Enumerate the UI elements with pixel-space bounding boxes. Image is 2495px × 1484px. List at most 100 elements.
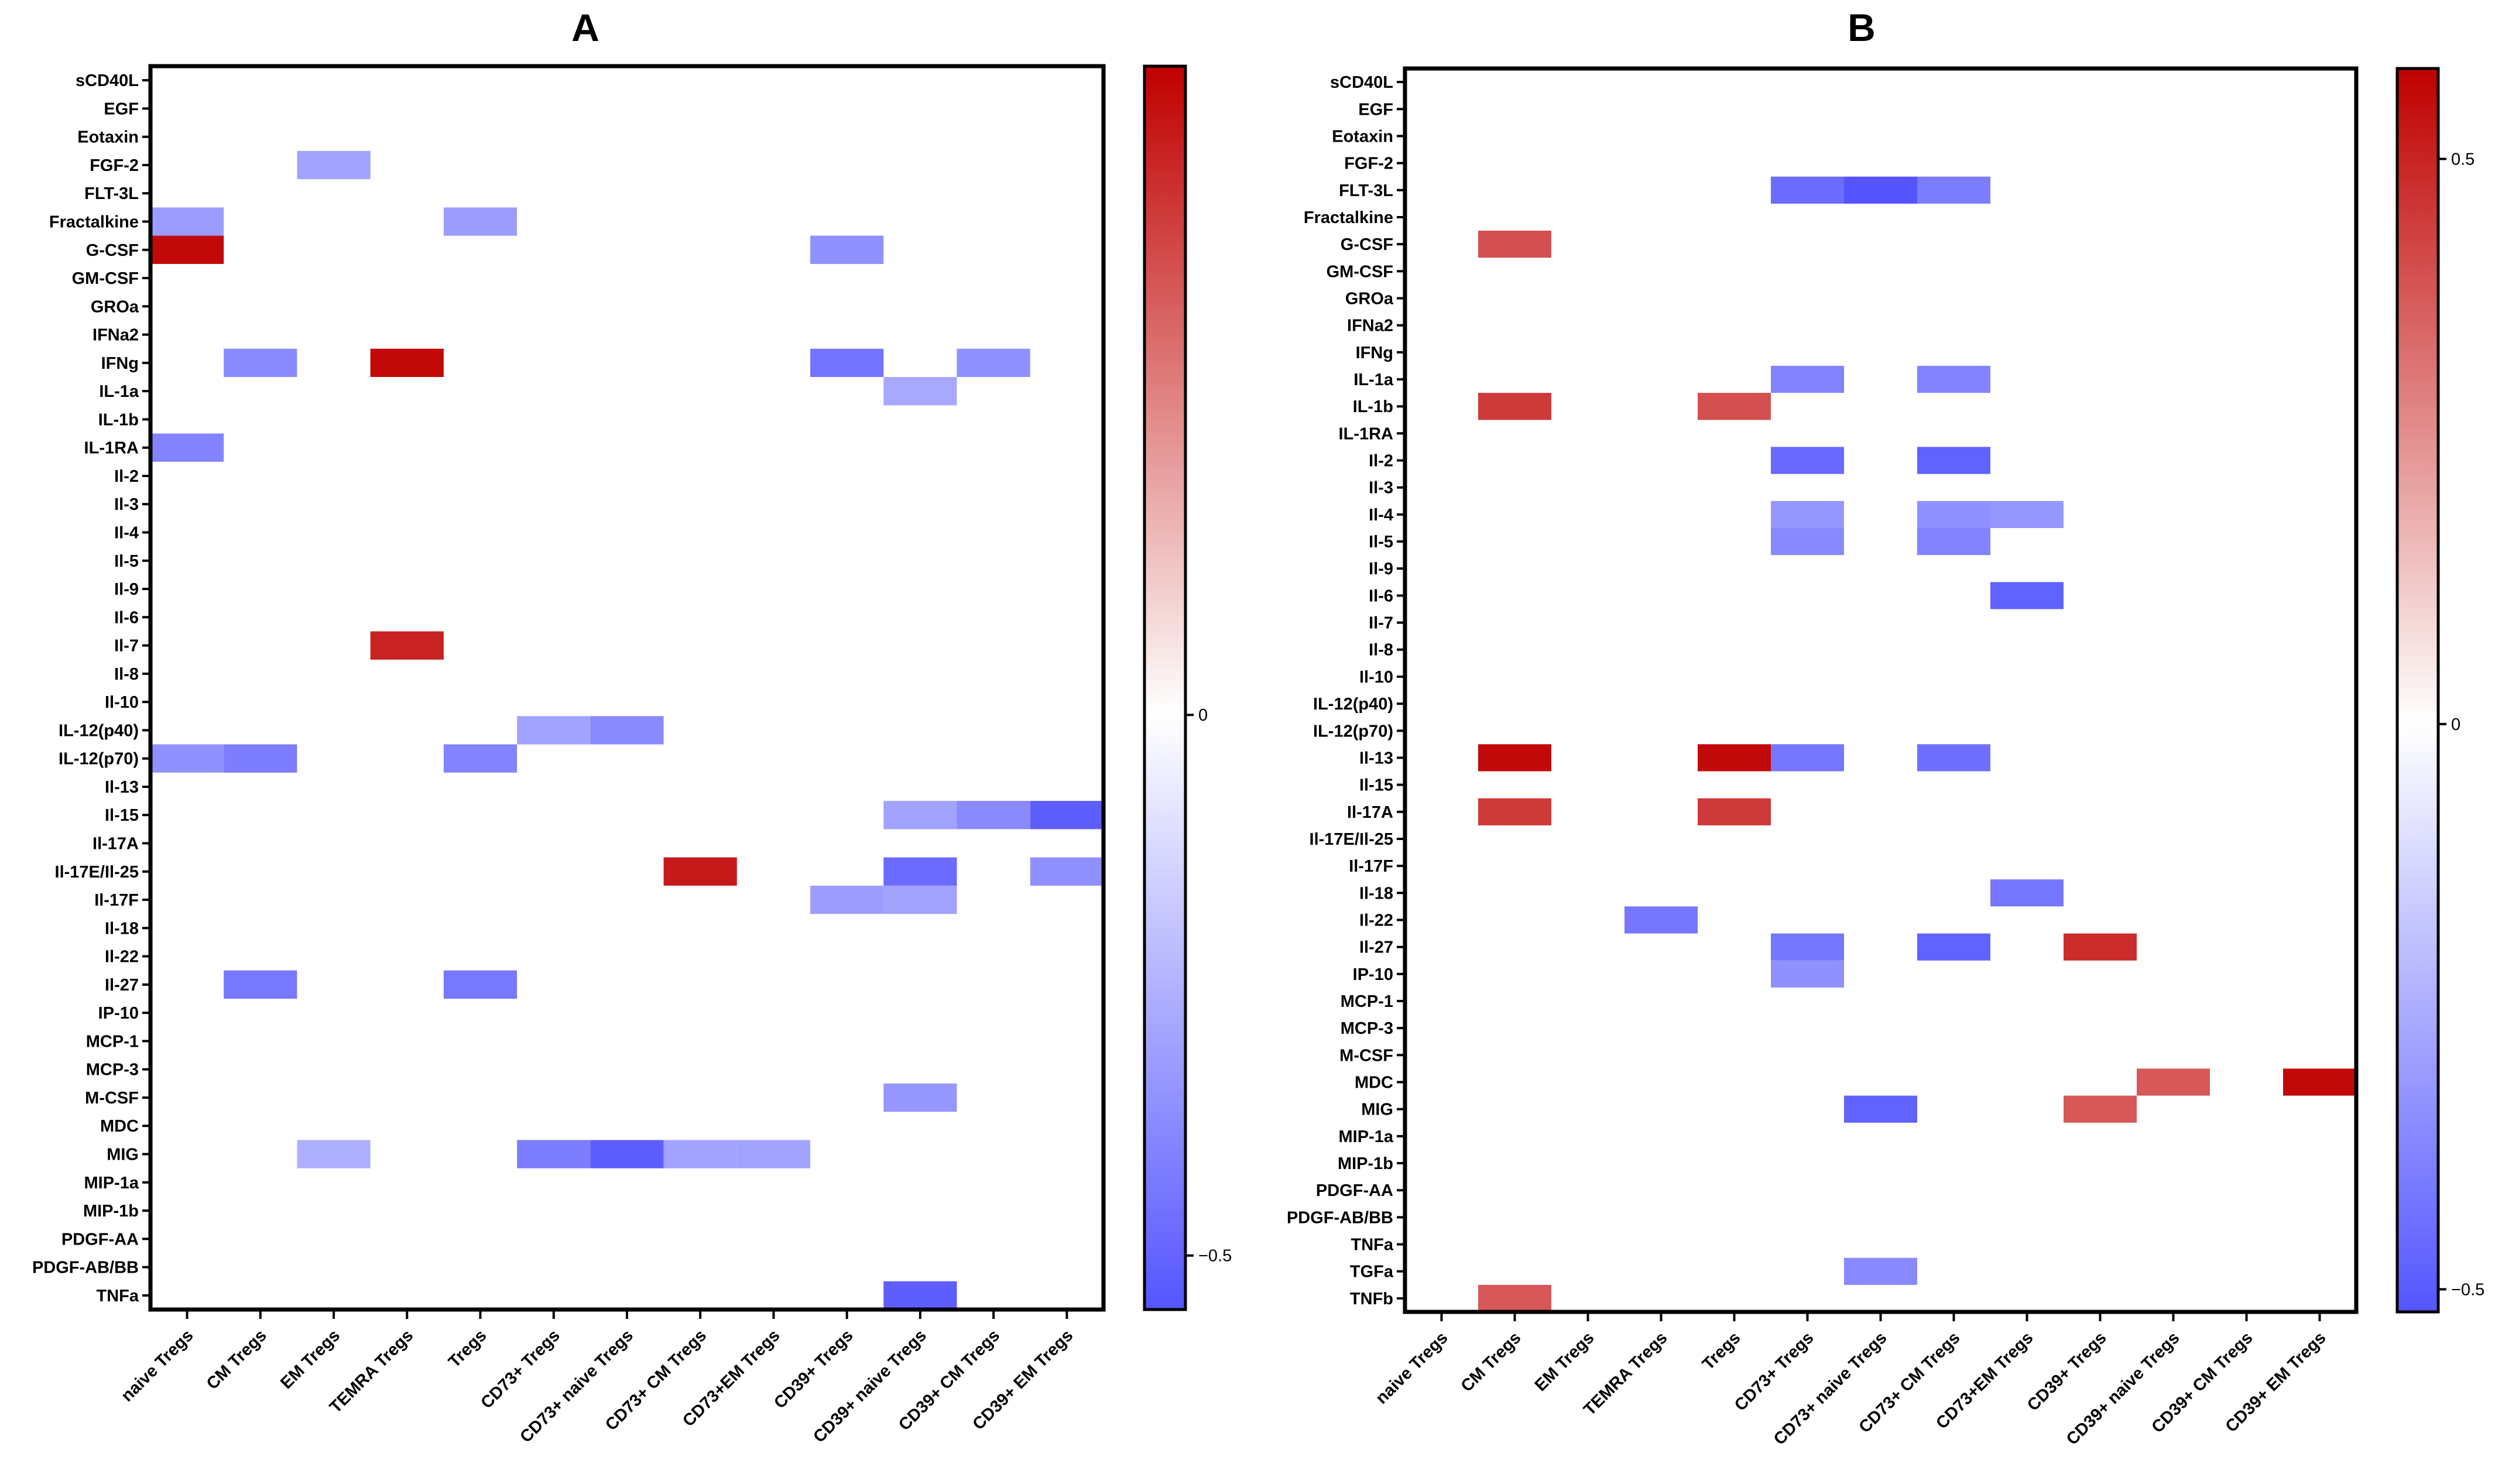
colorbar-b [2395,67,2440,1314]
heatmap-a-cell-fractalkine-naive-tregs [150,207,224,236]
heatmap-a-row-label-il-5: Il-5 [114,552,139,571]
heatmap-b-cell-il-27-cd73-tregs [1771,933,1844,961]
heatmap-a-row-label-il-1ra: IL-1RA [84,439,139,458]
heatmap-a-cell-g-csf-naive-tregs [150,235,224,264]
heatmap-a-row-label-mcp-3: MCP-3 [86,1061,139,1079]
heatmap-a-cell-mig-cd73-cm-tregs [663,1140,737,1168]
heatmap-a-row-label-fgf-2: FGF-2 [90,156,139,175]
heatmap-a-row-label-il-15: Il-15 [105,806,139,825]
heatmap-b-row-label-tnfb: TNFb [1350,1290,1393,1308]
heatmap-b-cell-il-5-cd73-tregs [1771,528,1844,556]
heatmap-a-cell-ifng-cd39-tregs [810,348,884,377]
heatmap-b-cell-il-4-cd73-cm-tregs [1917,501,1990,528]
heatmap-a-cell-il-17f-cd39-tregs [810,885,884,914]
heatmap-a-row-label-mip-1b: MIP-1b [83,1202,139,1221]
heatmap-a-row-label-flt-3l: FLT-3L [84,184,139,203]
heatmap-b-row-label-il-8: Il-8 [1369,641,1393,660]
heatmap-a-row-label-il-8: Il-8 [114,665,139,684]
heatmap-b-cell-il-5-cd73-cm-tregs [1917,528,1990,556]
heatmap-b-frame [1403,66,2359,1314]
heatmap-a-row-label-scd40l: sCD40L [76,71,139,90]
heatmap-a-row-label-mdc: MDC [100,1117,139,1136]
heatmap-a-row-label-egf: EGF [104,100,139,118]
heatmap-a-row-label-mcp-1: MCP-1 [86,1032,139,1051]
heatmap-b-cell-il-1a-cd73-tregs [1771,365,1844,393]
heatmap-b-cell-il-1b-cm-tregs [1478,393,1551,420]
heatmap-a-row-label-ip-10: IP-10 [98,1004,139,1023]
heatmap-b-row-label-il-18: Il-18 [1359,884,1393,903]
colorbar-b-tick-label: 0 [2451,715,2460,734]
heatmap-a-row-label-il-3: Il-3 [114,495,139,514]
heatmap-b-cell-mdc-cd39-em-tregs [2283,1068,2356,1096]
heatmap-a-row-label-fractalkine: Fractalkine [49,213,139,232]
heatmap-a-cell-il-7-temra-tregs [370,631,444,660]
heatmap-a-cell-il-12-p40-cd73-naive-tregs [590,716,664,745]
heatmap-b-cell-il-1a-cd73-cm-tregs [1917,365,1990,393]
heatmap-a-cell-m-csf-cd39-naive-tregs [883,1083,957,1112]
heatmap-b-cell-il-2-cd73-tregs [1771,447,1844,474]
heatmap-b-cell-il-4-cd73-em-tregs [1990,501,2064,528]
heatmap-a-row-label-mip-1a: MIP-1a [84,1174,139,1192]
heatmap-b-row-label-il-7: Il-7 [1369,614,1393,633]
heatmap-b-row-label-ifna2: IFNa2 [1347,317,1393,335]
heatmap-a-column-label-tregs: Tregs [445,1326,490,1371]
heatmap-b-cell-il-17a-tregs [1698,798,1771,825]
heatmap-a-row-label-il-4: Il-4 [114,524,139,543]
heatmap-b-row-label-il-9: Il-9 [1369,560,1393,578]
heatmap-a-row-label-il-7: Il-7 [114,637,139,656]
colorbar-b-tick-label: 0.5 [2451,150,2475,169]
colorbar-a [1143,64,1187,1311]
heatmap-b-row-label-il-3: Il-3 [1369,479,1393,498]
heatmap-b-cell-il-2-cd73-cm-tregs [1917,447,1990,474]
heatmap-a-row-label-il-17e-il-25: Il-17E/Il-25 [55,863,139,882]
heatmap-a-row-label-il-12-p70: IL-12(p70) [59,750,139,769]
heatmap-b-row-label-il-13: Il-13 [1359,749,1393,767]
heatmap-b-row-label-mcp-3: MCP-3 [1341,1019,1393,1038]
heatmap-b-row-label-mcp-1: MCP-1 [1341,992,1393,1011]
heatmap-a-cell-mig-cd73-naive-tregs [590,1140,664,1168]
heatmap-b-row-label-il-17f: Il-17F [1349,857,1393,876]
heatmap-a-cell-il-15-cd39-em-tregs [1030,801,1103,830]
heatmap-b-cell-g-csf-cm-tregs [1478,231,1551,258]
heatmap-b-cell-il-1b-tregs [1698,393,1771,420]
heatmap-b-cell-mig-cd39-tregs [2064,1095,2137,1123]
heatmap-b-column-label-naive-tregs: naive Tregs [1372,1328,1451,1407]
heatmap-a-row-label-il-17a: Il-17A [92,835,139,854]
heatmap-a-cell-il-1ra-naive-tregs [150,433,224,462]
heatmap-b-cell-tnfb-cm-tregs [1478,1284,1551,1312]
heatmap-b-cell-il-27-cd39-tregs [2064,933,2137,961]
heatmap-a-row-label-il-1b: IL-1b [98,410,139,429]
heatmap-a-cell-ifng-cm-tregs [224,348,297,377]
heatmap-a-row-label-tnfa: TNFa [97,1287,139,1305]
heatmap-a-cell-mig-cd73-em-tregs [736,1140,810,1168]
heatmap-a-cell-fractalkine-tregs [443,207,517,236]
heatmap-b-cell-il-18-cd73-em-tregs [1990,879,2064,907]
heatmap-b-cell-il-13-cd73-cm-tregs [1917,744,1990,772]
heatmap-a-row-label-eotaxin: Eotaxin [77,128,139,147]
heatmap-a-cell-il-17f-cd39-naive-tregs [883,885,957,914]
colorbar-a-tick-label: 0 [1198,706,1208,725]
heatmap-b-cell-il-6-cd73-em-tregs [1990,582,2064,609]
heatmap-a-cell-tnfa-cd39-naive-tregs [883,1281,957,1310]
heatmap-b-cell-il-27-cd73-cm-tregs [1917,933,1990,961]
heatmap-a-row-label-ifna2: IFNa2 [92,326,139,345]
heatmap-b-column-label-tregs: Tregs [1699,1328,1744,1373]
heatmap-a-frame [148,64,1106,1312]
heatmap-a-column-label-em-tregs: EM Tregs [277,1326,344,1393]
heatmap-b-row-label-mip-1b: MIP-1b [1338,1154,1393,1173]
heatmap-b-row-label-il-12-p40: IL-12(p40) [1313,695,1393,714]
heatmap-b-cell-flt-3l-cd73-cm-tregs [1917,176,1990,204]
heatmap-a-cell-mig-cd73-tregs [517,1140,591,1168]
heatmap-a-cell-g-csf-cd39-tregs [810,235,884,264]
heatmap-a-cell-il-17e-il-25-cd39-em-tregs [1030,857,1103,886]
heatmap-b-cell-flt-3l-cd73-tregs [1771,176,1844,204]
heatmap-a-row-label-il-1a: IL-1a [99,382,139,401]
heatmap-panel-b: B sCD40L EGF Eotaxin FGF-2 FLT-3L Fractalkine… [1287,6,2484,1449]
heatmap-a-row-label-il-10: Il-10 [105,693,139,712]
heatmap-a-row-label-il-6: Il-6 [114,608,139,627]
heatmap-a-row-label-il-2: Il-2 [114,467,139,486]
heatmap-b-row-label-ip-10: IP-10 [1353,965,1393,984]
heatmap-a-cell-il-17e-il-25-cd39-naive-tregs [883,857,957,886]
heatmap-a-row-label-ifng: IFNg [101,354,139,373]
